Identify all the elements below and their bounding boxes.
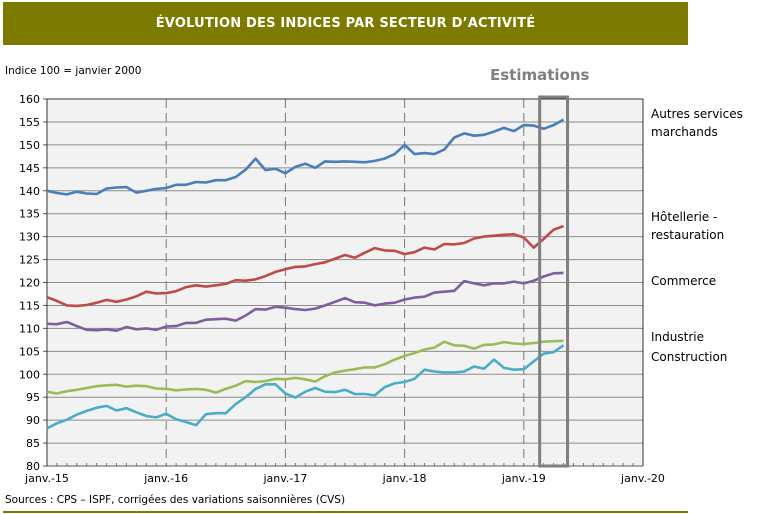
series-label: Autres services xyxy=(651,107,743,121)
y-tick-label: 125 xyxy=(19,254,40,267)
series-line-autres-services-marchands xyxy=(46,118,565,196)
y-tick-label: 160 xyxy=(19,93,40,106)
series-line-h-tellerie-restauration xyxy=(46,224,564,308)
source-note: Sources : CPS – ISPF, corrigées des vari… xyxy=(5,494,346,506)
y-tick-label: 140 xyxy=(19,185,40,198)
y-tick-label: 80 xyxy=(26,460,40,473)
y-tick-label: 90 xyxy=(26,414,40,427)
y-tick-label: 110 xyxy=(19,322,40,335)
estimations-label: Estimations xyxy=(490,66,590,84)
y-tick-label: 155 xyxy=(19,116,40,129)
y-axis-unit-note: Indice 100 = janvier 2000 xyxy=(5,65,142,77)
y-tick-label: 95 xyxy=(26,391,40,404)
series-line-commerce xyxy=(46,271,564,333)
y-tick-label: 100 xyxy=(19,368,40,381)
series-line-construction xyxy=(46,344,565,430)
footer-divider xyxy=(3,511,688,513)
y-tick-label: 85 xyxy=(26,437,40,450)
y-tick-label: 135 xyxy=(19,208,40,221)
y-tick-label: 120 xyxy=(19,277,40,290)
series-label: restauration xyxy=(651,228,724,242)
y-tick-label: 150 xyxy=(19,139,40,152)
x-tick-label: janv.-19 xyxy=(501,472,546,485)
series-label: marchands xyxy=(651,125,718,139)
series-line-industrie xyxy=(46,339,564,395)
x-tick-label: janv.-15 xyxy=(24,472,69,485)
y-tick-label: 130 xyxy=(19,231,40,244)
chart-title-banner: ÉVOLUTION DES INDICES PAR SECTEUR D’ACTI… xyxy=(3,2,688,45)
series-label: Commerce xyxy=(651,274,716,288)
series-label: Hôtellerie - xyxy=(651,210,717,224)
x-tick-label: janv.-20 xyxy=(620,472,665,485)
series-label: Industrie xyxy=(651,330,704,344)
y-tick-label: 105 xyxy=(19,345,40,358)
x-tick-label: janv.-18 xyxy=(382,472,427,485)
chart-title: ÉVOLUTION DES INDICES PAR SECTEUR D’ACTI… xyxy=(155,16,536,31)
y-tick-label: 115 xyxy=(19,299,40,312)
series-label: Construction xyxy=(651,350,727,364)
x-tick-label: janv.-16 xyxy=(143,472,188,485)
x-tick-label: janv.-17 xyxy=(262,472,307,485)
y-tick-label: 145 xyxy=(19,162,40,175)
estimations-box xyxy=(538,95,570,468)
